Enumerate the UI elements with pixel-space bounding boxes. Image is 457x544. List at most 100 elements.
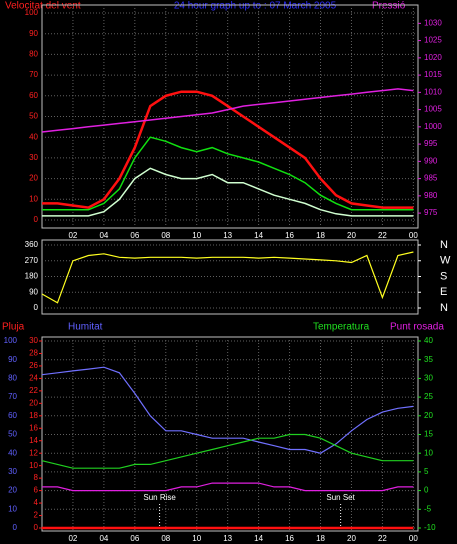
y-tick-label: 0: [34, 303, 39, 312]
y-tick-label: 180: [25, 272, 39, 281]
series-line: [42, 482, 414, 492]
x-tick-label: 04: [99, 534, 108, 543]
plot-frame: [41, 4, 419, 229]
y-tick-label: 0: [13, 523, 18, 532]
y3-tick-label: 16: [29, 423, 38, 432]
y2-tick-label: 10: [424, 448, 433, 457]
x-tick-label: 06: [130, 231, 139, 240]
x-tick-label: 13: [223, 231, 232, 240]
y-tick-label: 60: [29, 91, 38, 100]
y-tick-label: 60: [8, 411, 17, 420]
x-tick-label: 20: [347, 534, 356, 543]
y3-tick-label: 26: [29, 361, 38, 370]
y3-tick-label: 4: [34, 498, 39, 507]
x-tick-label: 16: [285, 534, 294, 543]
y-tick-label: 0: [34, 215, 39, 224]
annotation: Sun Set: [326, 493, 355, 502]
chart-title: 24 hour graph up to : 07 March 2005: [174, 1, 337, 12]
y2-tick-label: 975: [424, 208, 438, 217]
x-tick-label: 16: [285, 231, 294, 240]
y3-tick-label: 10: [29, 461, 38, 470]
x-tick-label: 13: [223, 534, 232, 543]
series-line: [42, 136, 414, 211]
x-tick-label: 18: [316, 534, 325, 543]
wind-axis-label: Velocitat del vent: [5, 1, 81, 12]
y3-tick-label: 24: [29, 374, 38, 383]
y3-tick-label: 6: [34, 486, 39, 495]
y2-tick-label: 990: [424, 156, 438, 165]
series-line: [42, 90, 414, 209]
plot-frame: [41, 336, 419, 532]
y2-tick-label: 980: [424, 191, 438, 200]
y2-tick-label: 1000: [424, 122, 442, 131]
y2-tick-label: -5: [424, 504, 432, 513]
y-tick-label: 90: [29, 287, 38, 296]
x-tick-label: 10: [192, 534, 201, 543]
y2-tick-label: 35: [424, 355, 433, 364]
humidity-axis-label: Humitat: [68, 322, 103, 333]
y2-tick-label: 20: [424, 411, 433, 420]
x-tick-label: 06: [130, 534, 139, 543]
y-tick-label: 80: [8, 374, 17, 383]
y-tick-label: 100: [4, 336, 18, 345]
y-tick-label: 50: [8, 430, 17, 439]
y-tick-label: 10: [29, 194, 38, 203]
y2-tick-label: 25: [424, 392, 433, 401]
series-line: [42, 167, 414, 217]
y2-tick-label: 1025: [424, 36, 442, 45]
x-tick-label: 08: [161, 231, 170, 240]
y-tick-label: 100: [25, 8, 39, 17]
x-tick-label: 22: [378, 534, 387, 543]
x-tick-label: 10: [192, 231, 201, 240]
y3-tick-label: 8: [34, 473, 39, 482]
y2-tick-label: S: [440, 270, 447, 282]
y2-tick-label: -10: [424, 523, 436, 532]
y2-tick-label: 1015: [424, 70, 442, 79]
y2-tick-label: N: [440, 239, 448, 251]
y2-tick-label: 995: [424, 139, 438, 148]
y-tick-label: 270: [25, 256, 39, 265]
y2-tick-label: 40: [424, 336, 433, 345]
y3-tick-label: 18: [29, 411, 38, 420]
x-tick-label: 04: [99, 231, 108, 240]
y-tick-label: 80: [29, 50, 38, 59]
temperature-axis-label: Temperatura: [313, 322, 370, 333]
x-tick-label: 14: [254, 231, 263, 240]
y-tick-label: 20: [8, 486, 17, 495]
x-tick-label: 02: [68, 534, 77, 543]
y-tick-label: 40: [29, 132, 38, 141]
y2-tick-label: E: [440, 286, 447, 298]
y-tick-label: 70: [8, 392, 17, 401]
y3-tick-label: 2: [34, 511, 39, 520]
x-tick-label: 18: [316, 231, 325, 240]
x-tick-label: 00: [409, 534, 418, 543]
annotation: Sun Rise: [143, 493, 176, 502]
y-tick-label: 30: [29, 153, 38, 162]
y2-tick-label: 1030: [424, 18, 442, 27]
y2-tick-label: N: [440, 302, 448, 314]
y2-tick-label: 1020: [424, 53, 442, 62]
y2-tick-label: 15: [424, 430, 433, 439]
y-tick-label: 90: [29, 29, 38, 38]
series-line: [41, 366, 414, 454]
x-tick-label: 20: [347, 231, 356, 240]
y2-tick-label: 30: [424, 374, 433, 383]
y-tick-label: 50: [29, 112, 38, 121]
y2-tick-label: 1010: [424, 87, 442, 96]
dewpoint-axis-label: Punt rosada: [390, 322, 444, 333]
y2-tick-label: W: [440, 255, 451, 267]
x-tick-label: 00: [409, 231, 418, 240]
y3-tick-label: 0: [34, 523, 39, 532]
x-tick-label: 02: [68, 231, 77, 240]
y-tick-label: 90: [8, 355, 17, 364]
y3-tick-label: 30: [29, 336, 38, 345]
y3-tick-label: 12: [29, 448, 38, 457]
y3-tick-label: 20: [29, 398, 38, 407]
y-tick-label: 40: [8, 448, 17, 457]
series-line: [41, 433, 414, 469]
y2-tick-label: 1005: [424, 105, 442, 114]
x-tick-label: 14: [254, 534, 263, 543]
pressure-axis-label: Pressió: [372, 1, 406, 12]
y-tick-label: 20: [29, 174, 38, 183]
